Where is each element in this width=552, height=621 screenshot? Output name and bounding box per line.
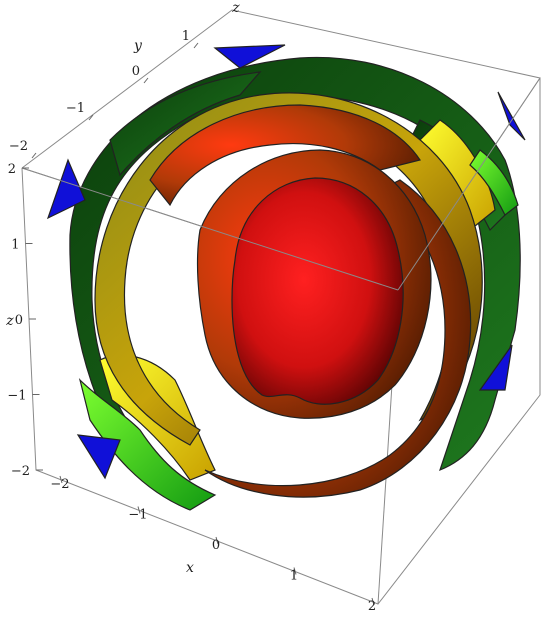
- y-tick-label: 1: [182, 29, 190, 44]
- y-tick-mark: [143, 77, 149, 84]
- x-tick-mark: [59, 475, 63, 484]
- y-axis-label: y: [133, 38, 143, 54]
- x-tick-mark: [137, 506, 141, 514]
- y-tick-label: 0: [132, 64, 140, 79]
- x-tick-label: 2: [368, 599, 376, 614]
- y-tick-mark: [193, 42, 199, 49]
- x-tick-mark: [215, 536, 219, 545]
- corner-pieces: [46, 44, 526, 480]
- y-tick-label: −1: [66, 101, 85, 116]
- x-tick-label: −1: [128, 508, 147, 523]
- x-tick-label: 0: [212, 538, 220, 553]
- axes: −2 −1 0 1 2 z −2 −1 0 1 2 x −2 −1 0 1 y z: [5, 0, 376, 614]
- x-tick-mark: [371, 597, 375, 606]
- y-tick-mark: [88, 114, 94, 121]
- plot-box-front: [21, 77, 541, 605]
- z-tick-label: 1: [11, 238, 19, 253]
- inner-core: [196, 149, 432, 419]
- y-tick-label: −2: [9, 139, 28, 154]
- z-axis-top-label: z: [231, 0, 240, 16]
- y-tick-mark: [31, 152, 37, 159]
- z-axis-label: z: [5, 313, 14, 329]
- z-tick-label: 0: [15, 313, 23, 328]
- z-tick-label: −1: [7, 389, 26, 404]
- z-tick-label: 2: [8, 162, 16, 177]
- middle-shell: [94, 92, 483, 498]
- x-axis-label: x: [186, 560, 194, 576]
- x-tick-mark: [293, 567, 297, 575]
- x-tick-label: 1: [290, 569, 298, 584]
- x-tick-label: −2: [50, 477, 69, 492]
- z-tick-label: −2: [11, 464, 30, 479]
